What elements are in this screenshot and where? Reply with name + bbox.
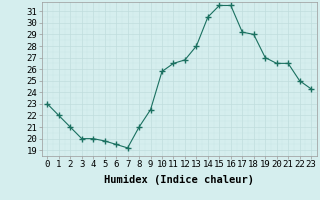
X-axis label: Humidex (Indice chaleur): Humidex (Indice chaleur) <box>104 175 254 185</box>
